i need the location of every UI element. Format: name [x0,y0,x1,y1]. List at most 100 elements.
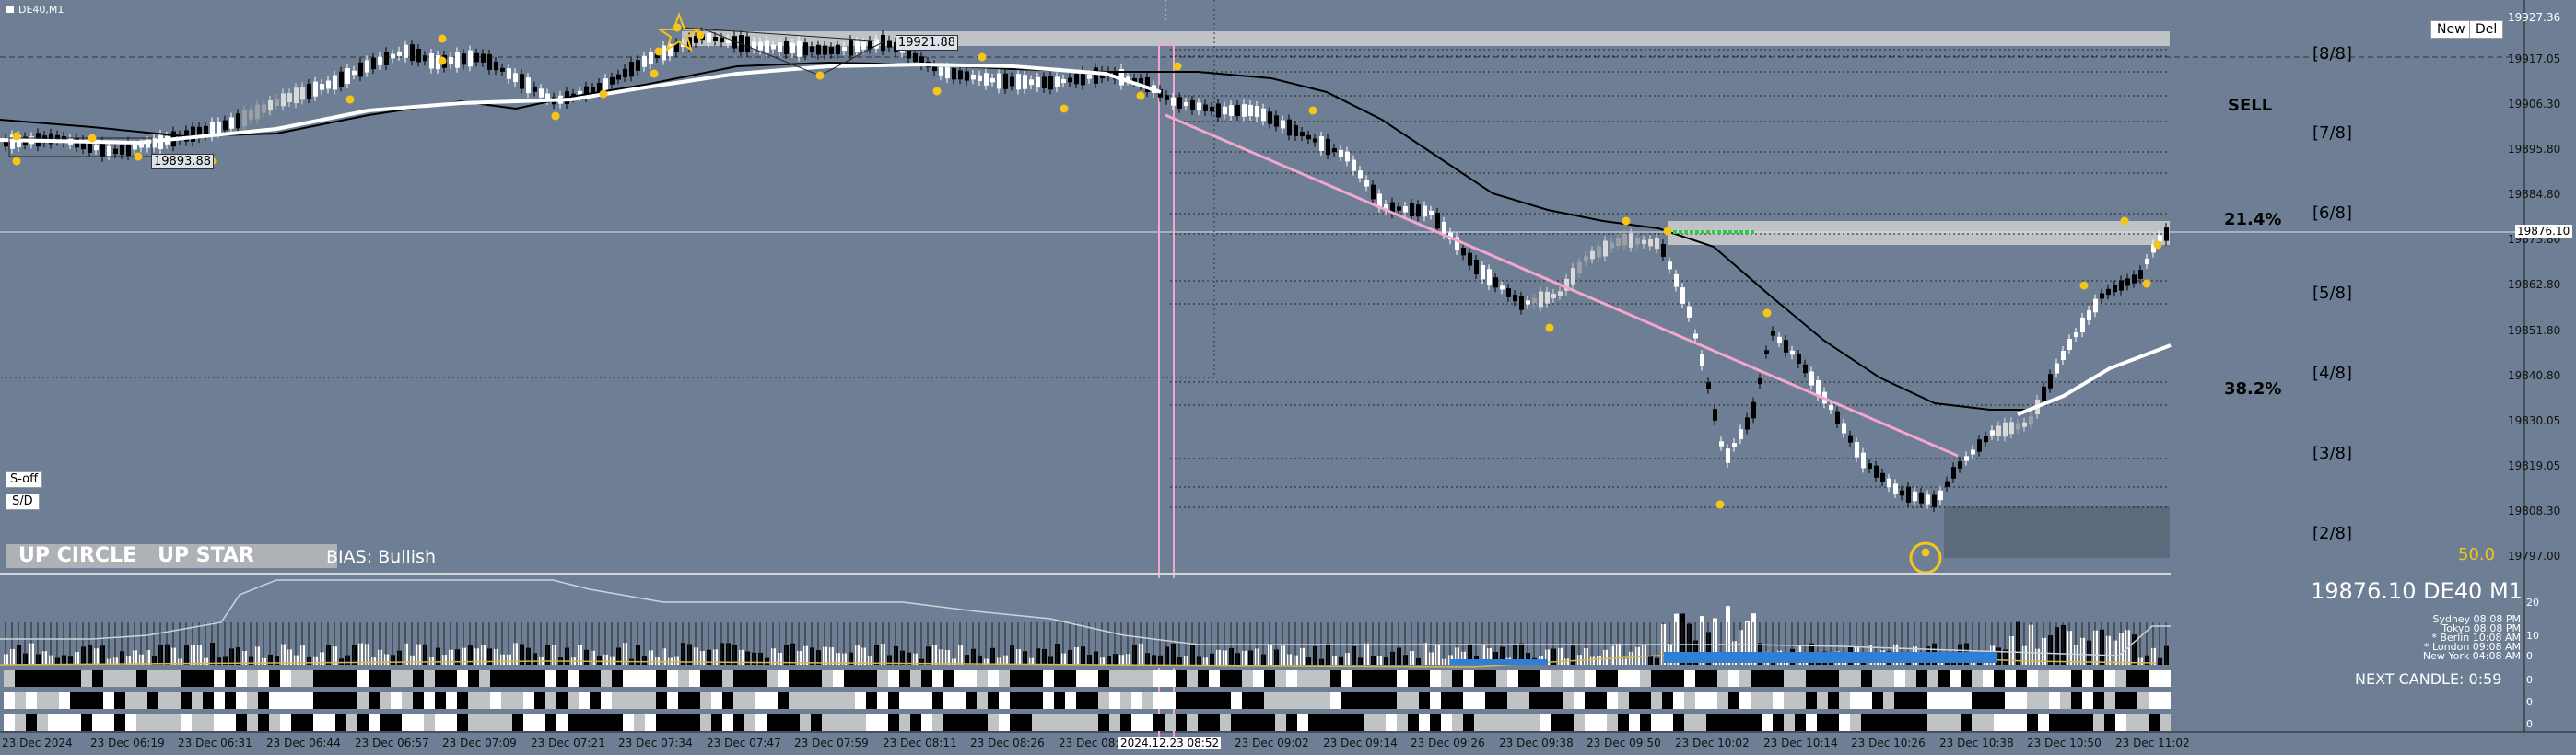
heat-strip-cell [1375,714,1386,731]
candle-body [1938,490,1943,501]
candle-body [1996,425,2001,436]
heat-strip-cell [2049,670,2060,687]
heat-strip-cell [1209,714,1220,731]
candle-body [223,120,228,131]
candle-body [1255,106,1259,117]
heat-strip-cell [623,714,634,731]
candle-body [139,144,144,148]
new-button[interactable]: New [2430,20,2472,39]
heat-strip-cell [1165,714,1176,731]
murrey-4-8: [4/8] [2313,364,2353,383]
candle-body [1977,439,1982,452]
heat-strip-cell [568,692,579,709]
heat-strip-cell [733,670,744,687]
murrey-8-8: [8/8] [2313,44,2353,64]
heat-strip-cell [678,670,689,687]
candle-body [578,90,582,97]
heat-strip-cell [247,670,258,687]
heat-strip-cell [147,670,158,687]
sd-button[interactable]: S/D [6,494,40,510]
candle-body [1506,288,1511,297]
signal-marker-icon [134,152,143,161]
heat-strip-cell [579,692,590,709]
heat-strip-cell [1076,714,1087,731]
heat-strip-cell [1607,714,1618,731]
candle-body [1984,436,1988,443]
time-axis-label: 23 Dec 07:21 [531,737,605,749]
candle-body [1087,75,1092,79]
candle-body [1603,240,1608,257]
session-london: * London 09:08 AM [2423,641,2521,653]
candle-body [410,44,415,62]
heat-strip-cell [136,670,147,687]
heat-strip-cell [1142,670,1153,687]
candle-body [784,41,789,54]
heat-strip-cell [744,670,755,687]
delete-button[interactable]: Del [2469,20,2504,39]
heat-strip-cell [1673,670,1684,687]
heat-strip-cell [1563,670,1574,687]
heat-strip-cell [800,670,811,687]
heat-strip-cell [833,692,844,709]
candle-body [2022,422,2027,427]
candle-body [603,78,608,91]
heat-strip-cell [1850,670,1861,687]
candle-body [2087,310,2091,320]
heat-strip-cell [1264,714,1275,731]
candle-body [1197,102,1201,111]
candle-body [1784,340,1788,353]
heat-strip-cell [700,670,711,687]
heat-strip-cell [1098,670,1109,687]
heat-strip-cell [468,692,479,709]
candle-body [81,139,86,150]
heat-strip-cell [1187,692,1198,709]
s-off-button[interactable]: S-off [6,471,43,488]
heat-strip-cell [888,670,899,687]
candle-body [1126,76,1130,81]
heat-strip-cell [37,714,48,731]
heat-strip-cell [590,714,601,731]
heat-strip-cell [70,714,81,731]
candle-body [313,81,318,97]
candle-body [1558,291,1563,296]
candle-body [1713,409,1717,421]
candle-body [629,62,634,77]
heat-strip-cell [778,714,789,731]
time-axis-label: 23 Dec 09:26 [1411,737,1485,749]
price-axis-label: 19819.05 [2508,459,2561,472]
heat-strip-cell [4,714,15,731]
heat-strip-cell [534,670,545,687]
candle-body [1564,278,1569,291]
candle-body [1893,483,1898,494]
candle-body [1190,99,1195,110]
heat-strip-cell [357,714,369,731]
heat-strip-cell [435,692,446,709]
candle-body [1081,70,1085,86]
heat-strip-cell [1375,692,1386,709]
heat-strip-cell [1563,714,1574,731]
heat-strip-cell [1054,692,1065,709]
heat-strip-cell [479,670,490,687]
candle-body [1584,256,1588,262]
heat-strip-cell [1717,670,1728,687]
heat-strip-cell [877,692,888,709]
heat-strip-cell [391,692,402,709]
heat-strip-cell [1861,714,1872,731]
signal-marker-icon [438,34,447,43]
candle-body [1319,136,1324,151]
heat-strip-cell [1253,692,1264,709]
candle-body [4,138,8,147]
candle-body [1132,77,1137,83]
candle-body [487,53,492,70]
candle-body [294,87,299,104]
heat-strip-cell [1950,692,1961,709]
candle-body [887,40,892,48]
heat-strip-cell [1485,692,1496,709]
heat-strip-cell [1551,714,1563,731]
up-circle-icon [1909,541,1942,575]
heat-strip-cell [1021,692,1032,709]
heat-strip-cell [324,692,335,709]
time-axis-label: 23 Dec 07:47 [707,737,781,749]
